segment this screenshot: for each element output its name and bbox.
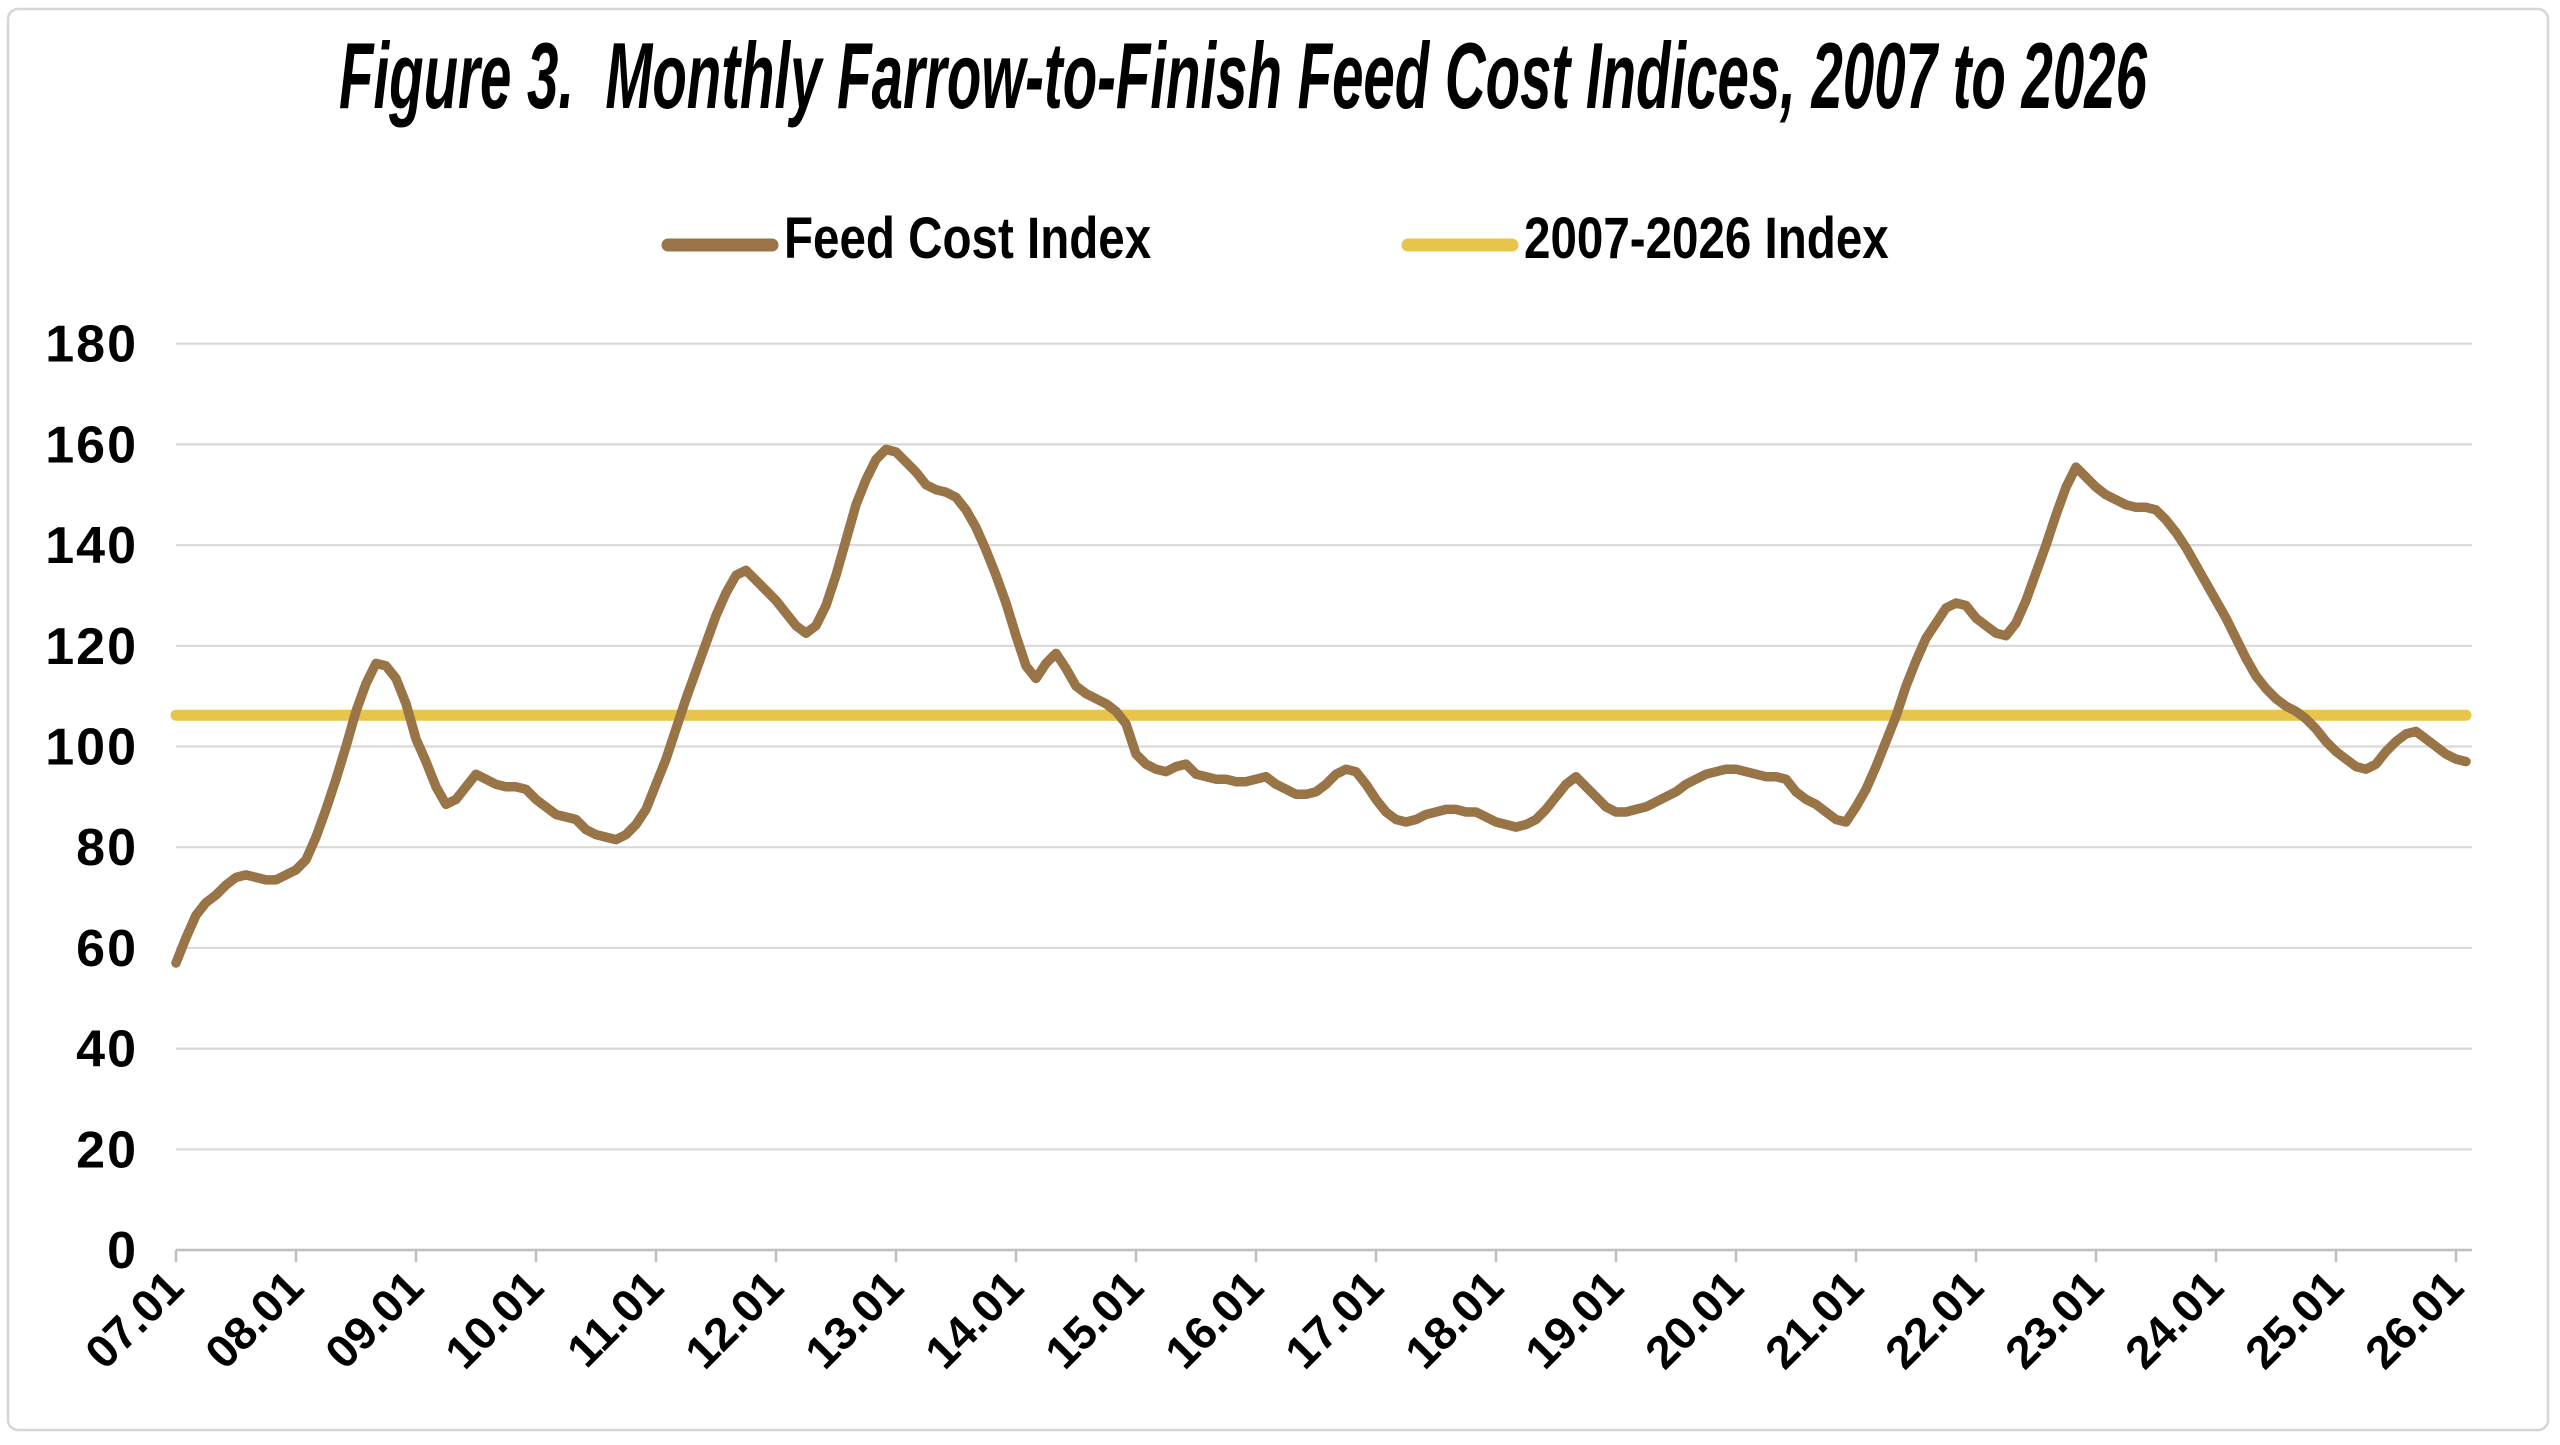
legend-average-label: 2007-2026 Index <box>1524 207 1889 272</box>
y-axis-label-180: 180 <box>45 316 138 374</box>
chart-legend: Feed Cost Index 2007-2026 Index <box>661 207 1889 272</box>
y-axis-label-60: 60 <box>76 920 138 978</box>
chart-title-group: Figure 3. Monthly Farrow-to-Finish Feed … <box>339 24 2148 128</box>
y-axis-labels: 0 20 40 60 80 100 120 140 160 180 <box>45 316 138 1280</box>
data-series <box>170 444 2472 968</box>
y-axis-label-100: 100 <box>45 719 138 777</box>
y-axis-label-40: 40 <box>76 1021 138 1079</box>
feed-cost-index-line <box>171 444 2471 968</box>
y-axis-label-80: 80 <box>76 819 138 877</box>
legend-feed-cost-label: Feed Cost Index <box>784 207 1152 272</box>
y-axis-label-120: 120 <box>45 618 138 676</box>
y-axis-label-160: 160 <box>45 416 138 474</box>
y-axis-label-20: 20 <box>76 1121 138 1179</box>
chart-title: Figure 3. Monthly Farrow-to-Finish Feed … <box>339 24 2148 128</box>
x-axis <box>174 1248 2472 1262</box>
y-axis-label-0: 0 <box>107 1222 138 1280</box>
y-axis-label-140: 140 <box>45 517 138 575</box>
plot-gridlines <box>176 342 2472 1151</box>
